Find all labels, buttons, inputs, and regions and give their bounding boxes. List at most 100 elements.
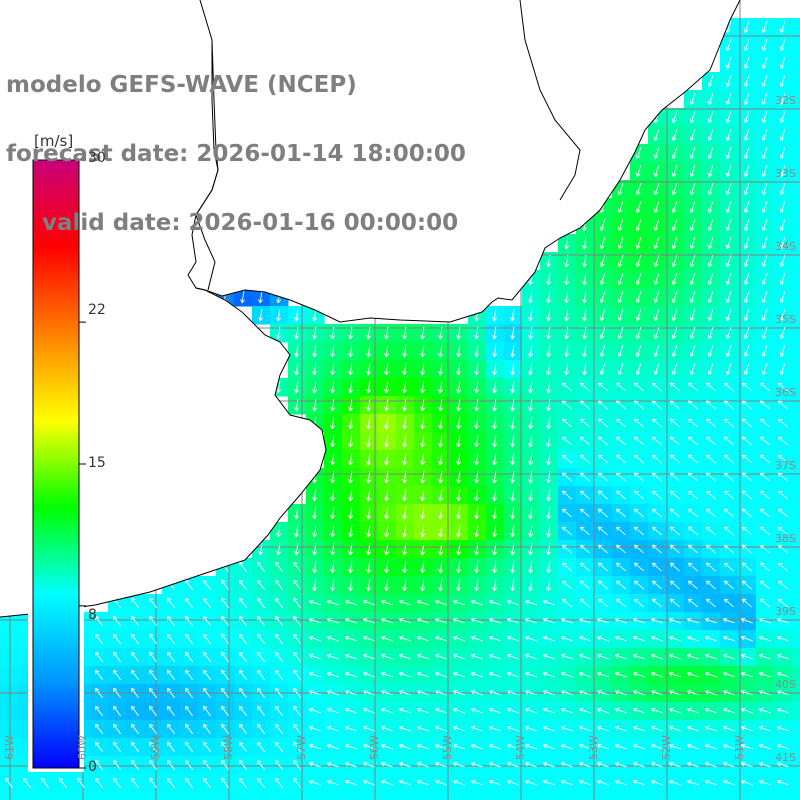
wind-arrow	[528, 578, 533, 592]
wind-arrow	[617, 219, 624, 232]
wind-arrow	[344, 599, 357, 606]
wind-arrow	[366, 416, 371, 430]
wind-arrow	[598, 418, 608, 428]
wind-arrow	[402, 452, 407, 466]
wind-arrow	[510, 488, 515, 502]
wind-arrow	[653, 183, 660, 196]
wind-arrow	[420, 542, 425, 556]
wind-arrow	[599, 309, 606, 322]
wind-arrow	[546, 506, 551, 520]
wind-arrow	[130, 651, 139, 663]
wind-arrow	[562, 544, 572, 554]
wind-arrow	[416, 599, 429, 606]
wind-arrow	[348, 560, 353, 574]
wind-arrow	[366, 488, 371, 502]
wind-arrow	[274, 651, 283, 663]
wind-arrow	[166, 651, 175, 663]
wind-arrow	[760, 382, 770, 392]
wind-arrow	[778, 490, 788, 500]
field-cell	[792, 648, 800, 667]
wind-arrow	[707, 111, 714, 124]
wind-arrow	[598, 526, 608, 536]
wind-arrow	[742, 598, 752, 608]
wind-arrow	[616, 526, 626, 536]
wind-arrow	[688, 598, 698, 608]
wind-arrow	[546, 272, 551, 286]
wind-arrow	[402, 578, 407, 592]
wind-arrow	[562, 418, 572, 428]
wind-arrow	[366, 452, 371, 466]
wind-arrow	[528, 344, 533, 358]
wind-arrow	[616, 580, 626, 590]
wind-arrow	[312, 380, 317, 394]
field-cell	[792, 342, 800, 361]
wind-arrow	[761, 165, 768, 178]
wind-arrow	[760, 418, 770, 428]
wind-arrow	[112, 669, 121, 681]
field-cell	[792, 540, 800, 559]
field-cell	[792, 126, 800, 145]
wind-arrow	[598, 436, 608, 446]
wind-arrow	[438, 434, 443, 448]
wind-arrow	[362, 635, 375, 642]
wind-arrow	[456, 434, 461, 448]
wind-arrow	[707, 237, 714, 250]
wind-arrow	[670, 418, 680, 428]
wind-arrow	[617, 255, 624, 268]
wind-arrow	[689, 93, 696, 106]
field-cell	[792, 594, 800, 613]
wind-arrow	[634, 418, 644, 428]
wind-arrow	[743, 237, 750, 250]
wind-arrow	[456, 416, 461, 430]
wind-arrow	[492, 326, 497, 340]
wind-arrow	[420, 488, 425, 502]
wind-arrow	[598, 472, 608, 482]
field-cell	[414, 792, 433, 800]
wind-arrow	[546, 290, 551, 304]
wind-arrow	[688, 400, 698, 410]
wind-arrow	[362, 617, 375, 624]
wind-arrow	[492, 578, 497, 592]
wind-arrow	[599, 327, 606, 340]
wind-arrow	[740, 635, 753, 642]
wind-arrow	[380, 617, 393, 624]
wind-arrow	[294, 344, 299, 358]
wind-arrow	[742, 400, 752, 410]
wind-arrow	[635, 345, 642, 358]
wind-arrow	[488, 653, 501, 660]
wind-arrow	[402, 488, 407, 502]
wind-arrow	[348, 488, 353, 502]
wind-arrow	[760, 436, 770, 446]
wind-arrow	[362, 599, 375, 606]
wind-arrow	[635, 363, 642, 376]
wind-arrow	[438, 416, 443, 430]
wind-arrow	[689, 291, 696, 304]
longitude-label: 56W	[368, 735, 381, 760]
wind-arrow	[688, 472, 698, 482]
wind-arrow	[564, 272, 569, 286]
wind-arrow	[582, 326, 587, 340]
wind-arrow	[456, 362, 461, 376]
wind-arrow	[542, 617, 555, 624]
wind-arrow	[344, 671, 357, 678]
wind-arrow	[274, 633, 283, 645]
wind-arrow	[456, 470, 461, 484]
wind-arrow	[779, 291, 786, 304]
wind-arrow	[528, 524, 533, 538]
wind-arrow	[670, 400, 680, 410]
wind-arrow	[148, 669, 157, 681]
field-cell	[792, 216, 800, 235]
wind-arrow	[706, 490, 716, 500]
wind-arrow	[670, 562, 680, 572]
wind-arrow	[398, 599, 411, 606]
wind-arrow	[510, 506, 515, 520]
wind-arrow	[671, 219, 678, 232]
wind-arrow	[653, 129, 660, 142]
wind-arrow	[634, 400, 644, 410]
wind-arrow	[599, 237, 606, 250]
wind-arrow	[725, 147, 732, 160]
wind-arrow	[148, 597, 157, 609]
wind-arrow	[402, 470, 407, 484]
wind-arrow	[402, 380, 407, 394]
wind-arrow	[704, 653, 717, 660]
